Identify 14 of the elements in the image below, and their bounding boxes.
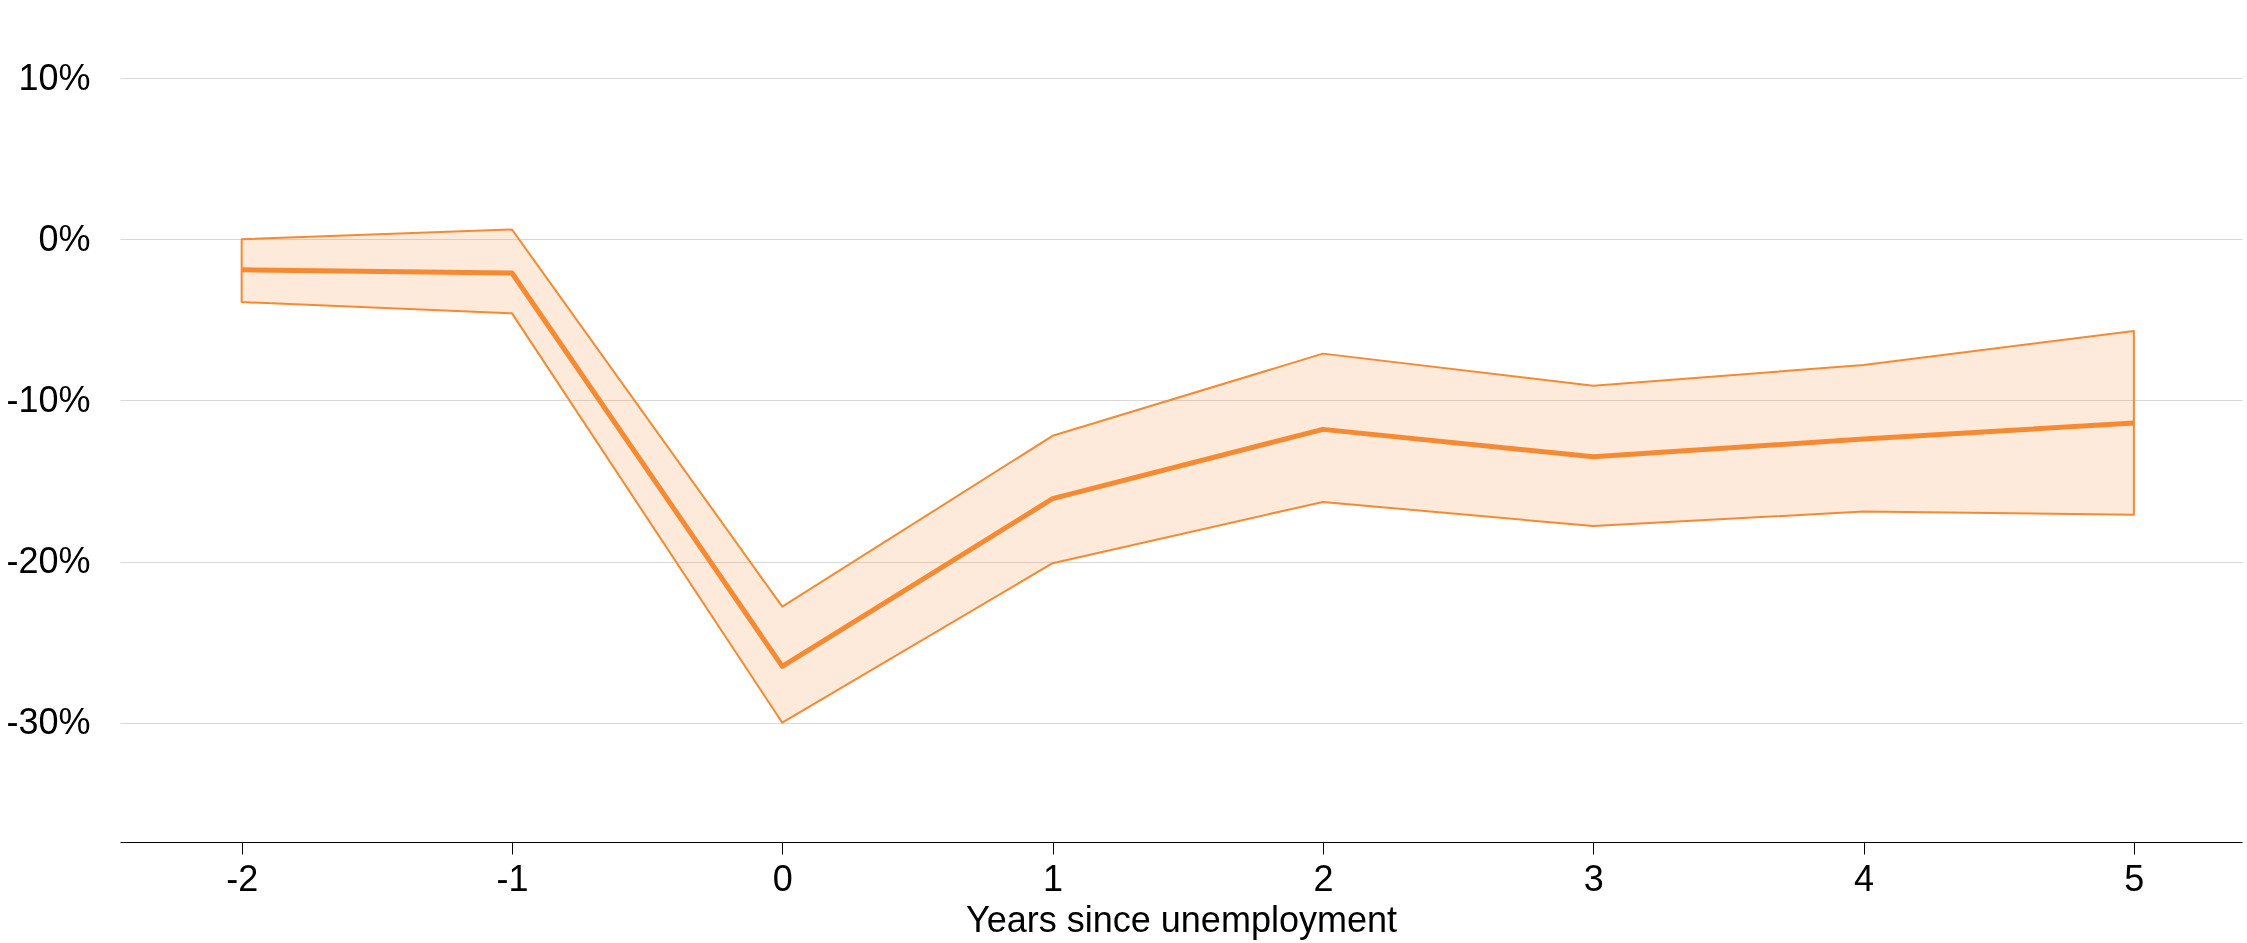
y-tick-label: -10% bbox=[6, 378, 91, 420]
x-tick-label: 3 bbox=[1583, 857, 1604, 899]
x-tick-label: 4 bbox=[1854, 857, 1875, 899]
x-tick-label: 1 bbox=[1043, 857, 1064, 899]
y-tick-label: -30% bbox=[6, 701, 91, 743]
x-tick-label: -2 bbox=[226, 857, 259, 899]
y-tick-label: 0% bbox=[38, 217, 91, 259]
x-tick-label: 5 bbox=[2124, 857, 2145, 899]
x-tick-label: -1 bbox=[496, 857, 529, 899]
x-tick-label: 2 bbox=[1313, 857, 1334, 899]
y-tick-label: 10% bbox=[18, 56, 91, 98]
y-tick-label: -20% bbox=[6, 540, 91, 582]
x-tick-label: 0 bbox=[772, 857, 793, 899]
x-axis-title: Years since unemployment bbox=[966, 898, 1397, 940]
